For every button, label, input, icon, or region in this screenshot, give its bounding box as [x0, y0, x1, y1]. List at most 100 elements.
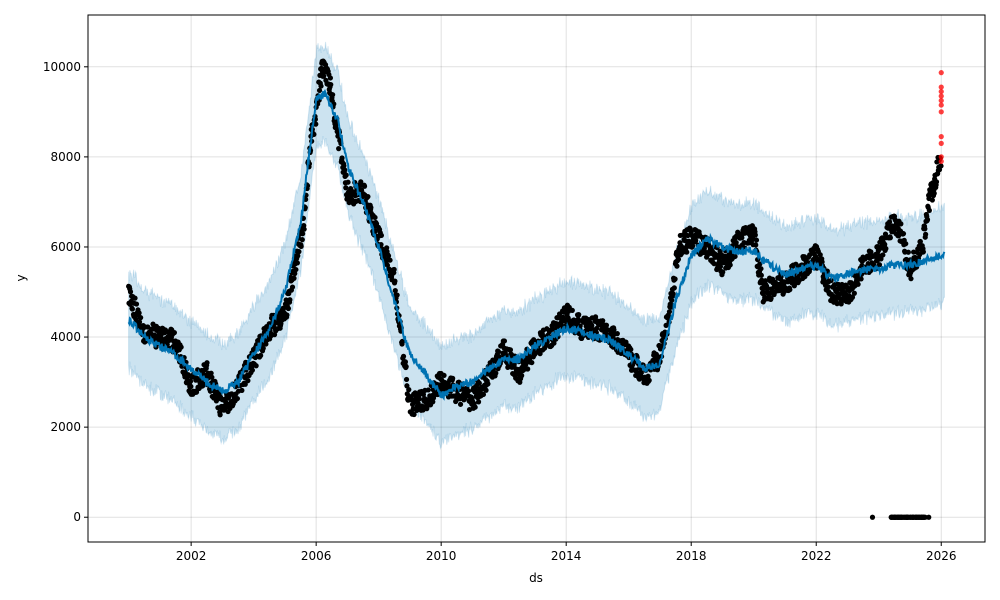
- y-tick-label: 8000: [50, 150, 81, 164]
- actual-point: [727, 262, 733, 268]
- actual-point: [287, 297, 293, 303]
- actual-point: [507, 347, 514, 353]
- actual-point: [209, 374, 215, 380]
- actual-point: [929, 197, 935, 203]
- actual-point: [343, 172, 349, 178]
- y-tick-label: 6000: [50, 240, 81, 254]
- actual-point: [415, 400, 421, 406]
- actual-point: [480, 391, 487, 398]
- actual-point: [472, 404, 478, 410]
- actual-point: [300, 231, 306, 237]
- actual-point: [922, 226, 928, 232]
- actual-point: [917, 238, 923, 245]
- actual-point: [411, 411, 417, 418]
- actual-point: [299, 237, 305, 243]
- actual-point: [291, 275, 297, 281]
- actual-point: [817, 252, 823, 258]
- actual-point: [263, 341, 269, 347]
- forecast-line: [127, 89, 946, 401]
- actual-point: [318, 83, 324, 89]
- actual-point: [576, 312, 582, 318]
- actual-point: [732, 253, 738, 260]
- holdout-points: [938, 70, 944, 164]
- actual-point: [343, 185, 349, 191]
- actual-point: [671, 285, 677, 291]
- actual-point: [372, 214, 378, 221]
- grid: [88, 15, 985, 542]
- holdout-point: [938, 140, 944, 146]
- x-tick-label: 2010: [426, 549, 457, 563]
- x-tick-label: 2014: [551, 549, 582, 563]
- actual-point: [327, 75, 334, 81]
- actual-point: [400, 353, 407, 359]
- zero-point: [926, 514, 932, 520]
- x-axis-ticks: 2002 2006 2010 2014 2018 2022 2026: [176, 542, 957, 563]
- actual-point: [402, 359, 409, 365]
- actual-point: [693, 237, 699, 244]
- actual-point: [903, 241, 909, 247]
- actual-point: [828, 277, 834, 284]
- actual-point: [425, 387, 431, 393]
- actual-point: [878, 256, 884, 262]
- x-tick-label: 2018: [676, 549, 707, 563]
- x-tick-label: 2002: [176, 549, 207, 563]
- uncertainty-interval: [128, 41, 945, 451]
- actual-point: [669, 297, 675, 303]
- actual-point: [368, 204, 374, 211]
- actual-point: [129, 306, 135, 312]
- actual-point: [361, 183, 368, 189]
- actual-point: [569, 307, 575, 313]
- actual-point: [136, 310, 142, 316]
- actual-point: [171, 330, 177, 336]
- actual-point: [923, 231, 929, 237]
- actual-point: [880, 252, 886, 258]
- actual-point: [551, 340, 557, 346]
- actual-point: [525, 366, 531, 372]
- y-axis-label: y: [14, 274, 28, 281]
- actual-point: [684, 249, 690, 255]
- actual-point: [450, 375, 456, 381]
- actual-point: [457, 401, 464, 407]
- actual-point: [603, 322, 610, 328]
- actual-point: [933, 179, 940, 185]
- actual-point: [757, 261, 763, 267]
- actual-point: [754, 256, 761, 263]
- actual-point: [887, 235, 893, 241]
- x-tick-label: 2022: [801, 549, 832, 563]
- holdout-point: [938, 88, 944, 95]
- holdout-point: [938, 154, 944, 160]
- actual-point: [178, 344, 184, 350]
- actual-point: [313, 121, 319, 127]
- actual-point: [298, 243, 304, 249]
- actual-point: [187, 378, 194, 384]
- zero-point: [922, 514, 928, 520]
- y-tick-label: 4000: [50, 330, 81, 344]
- actual-point: [321, 73, 327, 79]
- actual-point: [495, 349, 502, 355]
- actual-point: [753, 242, 759, 248]
- actual-point: [392, 288, 398, 294]
- actual-point: [501, 338, 508, 344]
- actual-point: [404, 383, 410, 389]
- actual-point: [801, 254, 808, 260]
- holdout-point: [938, 93, 944, 99]
- actual-point: [938, 163, 944, 169]
- actual-point: [900, 231, 907, 237]
- actual-point: [188, 383, 194, 390]
- actual-point: [882, 241, 888, 247]
- actual-point: [672, 276, 678, 282]
- actual-point: [127, 289, 134, 295]
- actual-point: [825, 284, 831, 290]
- actual-point: [253, 363, 259, 369]
- actual-point: [690, 243, 696, 249]
- actual-point: [531, 337, 537, 343]
- actual-point: [292, 270, 298, 277]
- actual-point: [345, 179, 351, 185]
- actual-point: [293, 266, 299, 273]
- actual-point: [392, 278, 398, 284]
- actual-point: [614, 331, 620, 337]
- x-axis-label: ds: [529, 571, 543, 585]
- yhat-line: [127, 89, 946, 401]
- holdout-point: [938, 84, 944, 90]
